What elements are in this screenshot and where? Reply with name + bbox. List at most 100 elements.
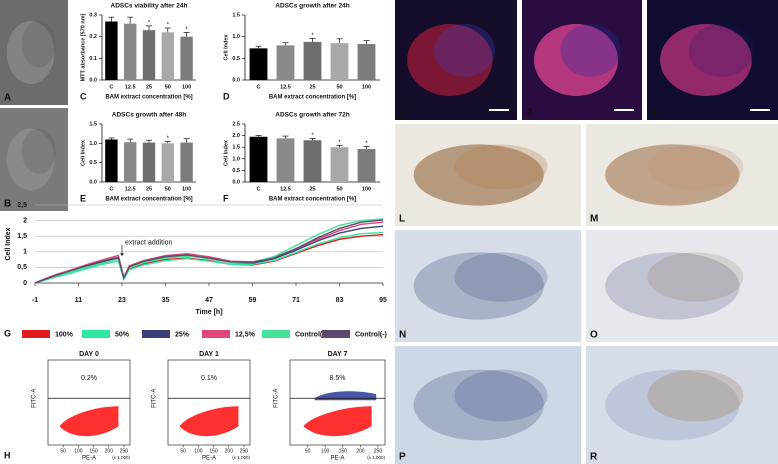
x-tick-label: C (257, 186, 261, 192)
event-cloud (179, 406, 239, 437)
legend-swatch (262, 330, 290, 338)
x-axis-label: Time [h] (195, 309, 222, 316)
texture (605, 252, 740, 320)
x-tick-label: 100 (182, 84, 191, 90)
y-tick-label: 1.0 (232, 156, 240, 162)
x-tick-label: C (257, 84, 261, 90)
chart-title: ADSCs viability after 24h (111, 3, 188, 10)
y-tick-label: 0.1 (89, 56, 97, 62)
series-line (34, 218, 384, 284)
panel-label: E (80, 193, 86, 203)
panel-label: K (651, 108, 659, 119)
x-tick-label: 100 (321, 448, 330, 454)
y-tick-label: 2,5 (17, 202, 27, 209)
y-tick-label: 0 (23, 280, 27, 287)
panel-label: F (223, 193, 229, 203)
x-tick-label: 250 (120, 448, 129, 454)
x-tick-label: 200 (356, 448, 365, 454)
x-tick-label: 12.5 (125, 84, 136, 90)
x-tick-label: 12.5 (280, 84, 291, 90)
micrograph (586, 124, 778, 226)
y-tick-label: 1 (23, 249, 27, 256)
event-cloud (303, 406, 372, 437)
chart-title: ADSCs growth after 48h (112, 112, 186, 119)
x-tick-label: 25 (146, 186, 152, 192)
bar (303, 140, 322, 182)
series-line (34, 219, 384, 284)
significance-mark: * (167, 23, 170, 29)
x-tick-label: 50 (165, 84, 171, 90)
texture (688, 24, 755, 77)
x-tick-label: 150 (339, 448, 348, 454)
bar (105, 139, 118, 182)
significance-mark: * (311, 33, 314, 39)
y-tick-label: 0.5 (89, 160, 97, 166)
x-tick-label: 95 (379, 297, 387, 304)
gate-percentage: 0.2% (81, 375, 97, 382)
bar (249, 48, 268, 80)
legend-label: 25% (175, 331, 190, 338)
y-axis-label: FITC-A (32, 389, 38, 408)
texture (534, 24, 618, 96)
x-axis-label: PE-A (330, 456, 344, 462)
significance-mark: * (338, 140, 341, 146)
x-tick-label: 12.5 (125, 186, 136, 192)
bar (142, 30, 156, 81)
series-line (34, 231, 384, 284)
x-tick-label: 200 (105, 448, 114, 454)
x-tick-label: 100 (182, 186, 191, 192)
x-axis-unit: (x 1,000) (367, 455, 385, 460)
texture (454, 144, 548, 190)
bar (276, 45, 295, 80)
legend-label: Control(+) (295, 331, 329, 338)
x-tick-label: 50 (165, 186, 171, 192)
panel-label: N (399, 330, 406, 341)
significance-mark: * (185, 27, 188, 33)
x-tick-label: 50 (60, 448, 66, 454)
significance-mark: * (148, 20, 151, 26)
texture (434, 24, 496, 77)
legend-label: 100% (55, 331, 74, 338)
gate-percentage: 8.5% (330, 375, 346, 382)
event-cloud (59, 406, 119, 437)
x-tick-label: 50 (336, 84, 342, 90)
x-axis-label: PE-A (202, 456, 216, 462)
x-tick-label: C (109, 186, 113, 192)
panel-label: B (4, 199, 11, 210)
y-tick-label: 0.0 (89, 179, 97, 185)
y-tick-label: 1.5 (89, 121, 97, 127)
y-axis-label: FITC-A (152, 389, 158, 408)
y-tick-label: 1.5 (232, 145, 240, 151)
y-axis-label: Cell Index (80, 139, 86, 166)
legend-swatch (322, 330, 350, 338)
x-axis-label: BAM extract concentration [%] (105, 197, 192, 203)
plot-title: DAY 1 (199, 351, 219, 358)
texture (21, 20, 56, 68)
x-tick-label: 50 (180, 448, 186, 454)
panel-label: G (4, 328, 11, 338)
x-axis-label: PE-A (82, 456, 96, 462)
panel-label: A (4, 93, 11, 104)
bar (161, 32, 175, 80)
x-tick-label: 100 (74, 448, 83, 454)
y-tick-label: 0.5 (232, 168, 240, 174)
panel-label: R (590, 452, 598, 463)
y-tick-label: 0.3 (89, 12, 97, 18)
x-tick-label: 50 (305, 448, 311, 454)
panel-label: I (399, 108, 402, 119)
x-tick-label: 50 (336, 186, 342, 192)
texture (21, 128, 56, 174)
y-tick-label: 0,5 (17, 264, 27, 271)
y-axis-label: FITC-A (274, 389, 280, 408)
x-axis-label: BAM extract concentration [%] (269, 197, 356, 203)
bar (276, 138, 295, 182)
bar (142, 142, 156, 182)
panel-label: O (590, 330, 598, 341)
panel-label: P (399, 452, 406, 463)
texture (413, 369, 544, 441)
texture (605, 144, 740, 206)
y-axis-label: Cell Index (5, 227, 12, 260)
panel-label: J (526, 108, 532, 119)
plot-title: DAY 7 (328, 351, 348, 358)
gate-percentage: 0.1% (201, 375, 217, 382)
